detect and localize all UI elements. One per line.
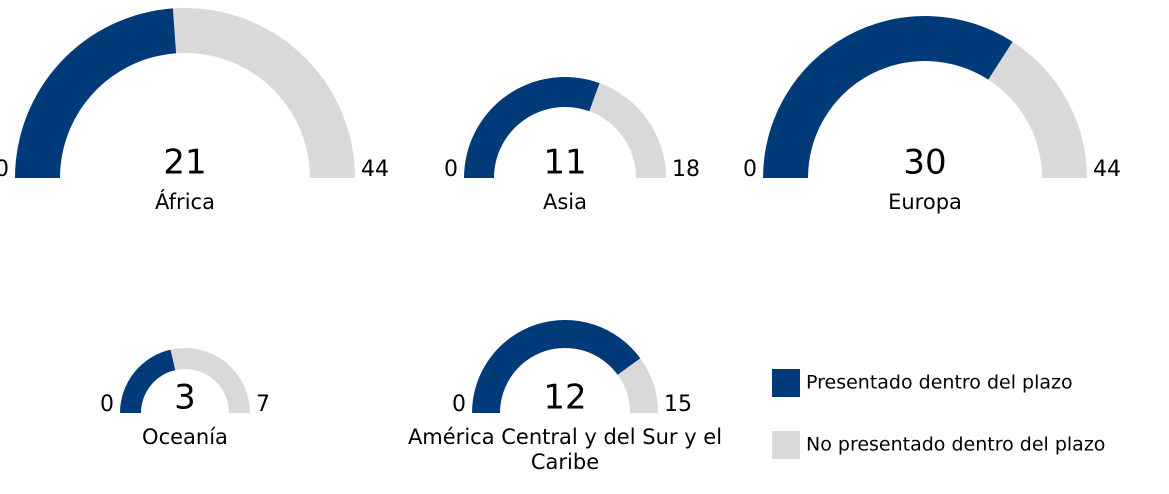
- gauge-title: África: [155, 190, 215, 214]
- gauge-remainder: [170, 348, 250, 413]
- gauge-value-label: 12: [543, 377, 587, 418]
- gauge-value: [472, 319, 641, 413]
- gauge-max-label: 18: [672, 156, 700, 182]
- gauge-value: [15, 8, 177, 179]
- gauge-remainder: [988, 41, 1087, 179]
- gauge-min-label: 0: [444, 156, 458, 182]
- legend-label: No presentado dentro del plazo: [806, 433, 1106, 456]
- gauge-title: Europa: [888, 190, 962, 214]
- legend-swatch: [772, 369, 800, 397]
- gauge-min-label: 0: [0, 156, 9, 182]
- legend-label: Presentado dentro del plazo: [806, 371, 1073, 394]
- gauge-max-label: 44: [361, 156, 389, 182]
- gauge-value: [464, 77, 600, 178]
- gauge-remainder: [617, 358, 658, 413]
- gauge-remainder: [172, 8, 355, 178]
- gauge-max-label: 44: [1093, 156, 1121, 182]
- gauge-title: América Central y del Sur y el Caribe: [407, 425, 723, 475]
- gauge-min-label: 0: [452, 391, 466, 417]
- gauge-min-label: 0: [100, 391, 114, 417]
- gauge-value: [120, 349, 176, 413]
- gauge-max-label: 7: [256, 391, 270, 417]
- gauge-value-label: 3: [174, 377, 196, 418]
- gauge-value-label: 11: [543, 142, 587, 183]
- gauge-value-label: 30: [903, 142, 947, 183]
- legend-swatch: [772, 431, 800, 459]
- gauge-value: [763, 15, 1013, 178]
- gauge-max-label: 15: [664, 391, 692, 417]
- gauge-title: Asia: [542, 190, 587, 214]
- gauge-min-label: 0: [743, 156, 757, 182]
- gauge-value-label: 21: [163, 142, 207, 183]
- gauge-remainder: [589, 83, 666, 178]
- gauge-title: Oceanía: [142, 425, 228, 449]
